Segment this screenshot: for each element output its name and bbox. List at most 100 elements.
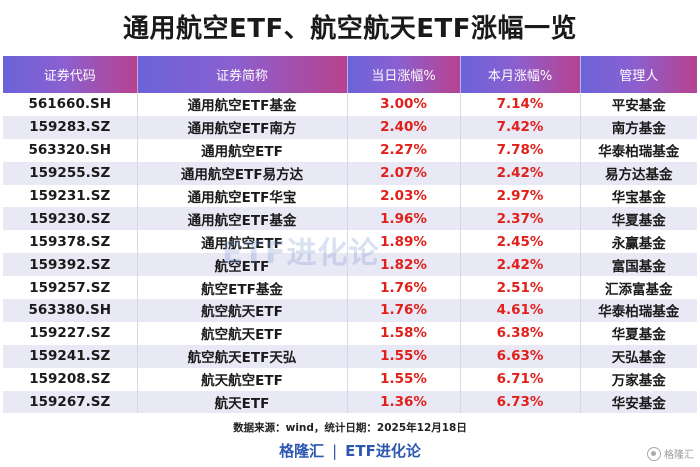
table-row: 563380.SH 航空航天ETF 1.76% 4.61% 华泰柏瑞基金 (3, 299, 697, 322)
table-row: 561660.SH 通用航空ETF基金 3.00% 7.14% 平安基金 (3, 93, 697, 116)
table-row: 159255.SZ 通用航空ETF易方达 2.07% 2.42% 易方达基金 (3, 161, 697, 185)
cell-security-name: 通用航空ETF南方 (137, 115, 348, 139)
cell-manager: 华泰柏瑞基金 (580, 299, 697, 322)
cell-security-code: 159227.SZ (3, 321, 138, 345)
cell-manager: 华夏基金 (580, 207, 697, 231)
cell-monthly-change: 2.45% (460, 230, 581, 254)
cell-security-code: 563320.SH (3, 138, 138, 162)
logo-icon (647, 446, 661, 461)
cell-daily-change: 1.76% (347, 276, 461, 300)
cell-monthly-change: 6.63% (460, 344, 581, 368)
table-row: 159227.SZ 航空航天ETF 1.58% 6.38% 华夏基金 (3, 321, 697, 345)
cell-monthly-change: 6.71% (460, 367, 581, 391)
cell-monthly-change: 7.14% (460, 93, 581, 116)
cell-monthly-change: 2.37% (460, 207, 581, 231)
cell-security-code: 159208.SZ (3, 367, 138, 391)
brand-column-name: ETF进化论 (345, 442, 421, 460)
cell-monthly-change: 6.38% (460, 321, 581, 345)
cell-daily-change: 1.55% (347, 344, 461, 368)
cell-security-name: 通用航空ETF基金 (137, 93, 348, 116)
cell-security-name: 通用航空ETF华宝 (137, 184, 348, 208)
etf-performance-table: 证券代码 证券简称 当日涨幅% 本月涨幅% 管理人 561660.SH 通用航空E… (3, 56, 697, 414)
brand-footer: 格隆汇 | ETF进化论 (0, 440, 700, 461)
table-row: 159257.SZ 航空ETF基金 1.76% 2.51% 汇添富基金 (3, 276, 697, 300)
table-row: 159378.SZ 通用航空ETF 1.89% 2.45% 永赢基金 (3, 230, 697, 254)
cell-monthly-change: 2.97% (460, 184, 581, 208)
brand-separator: | (332, 442, 338, 460)
cell-security-name: 通用航空ETF (137, 138, 348, 162)
cell-security-name: 通用航空ETF基金 (137, 207, 348, 231)
table-row: 159208.SZ 航天航空ETF 1.55% 6.71% 万家基金 (3, 367, 697, 391)
cell-daily-change: 1.96% (347, 207, 461, 231)
cell-security-name: 航空航天ETF (137, 299, 348, 322)
cell-daily-change: 1.76% (347, 299, 461, 322)
cell-security-code: 159241.SZ (3, 344, 138, 368)
cell-manager: 华安基金 (580, 390, 697, 414)
cell-daily-change: 2.07% (347, 161, 461, 185)
cell-security-name: 航空航天ETF天弘 (137, 344, 348, 368)
header-monthly-change: 本月涨幅% (460, 56, 581, 93)
cell-daily-change: 1.58% (347, 321, 461, 345)
cell-security-name: 航天航空ETF (137, 367, 348, 391)
table-row: 159283.SZ 通用航空ETF南方 2.40% 7.42% 南方基金 (3, 115, 697, 139)
cell-monthly-change: 4.61% (460, 299, 581, 322)
cell-monthly-change: 2.42% (460, 253, 581, 277)
header-manager: 管理人 (580, 56, 697, 93)
cell-security-code: 561660.SH (3, 93, 138, 116)
cell-daily-change: 1.89% (347, 230, 461, 254)
table-row: 159267.SZ 航天ETF 1.36% 6.73% 华安基金 (3, 390, 697, 414)
cell-manager: 万家基金 (611, 373, 666, 390)
cell-monthly-change: 2.51% (460, 276, 581, 300)
cell-manager: 永赢基金 (611, 235, 666, 252)
table-row: 159231.SZ 通用航空ETF华宝 2.03% 2.97% 华宝基金 (3, 184, 697, 208)
cell-manager: 富国基金 (580, 253, 697, 277)
cell-daily-change: 2.03% (347, 184, 461, 208)
table-row: 159230.SZ 通用航空ETF基金 1.96% 2.37% 华夏基金 (3, 207, 697, 231)
cell-security-name: 航空ETF (137, 253, 348, 277)
cell-security-code: 159392.SZ (3, 253, 138, 277)
cell-daily-change: 2.40% (347, 115, 461, 139)
cell-security-code: 159230.SZ (3, 207, 138, 231)
cell-daily-change: 1.36% (347, 390, 461, 414)
table-row: 159241.SZ 航空航天ETF天弘 1.55% 6.63% 天弘基金 (3, 344, 697, 368)
cell-security-code: 563380.SH (3, 299, 138, 322)
cell-security-code: 159267.SZ (3, 390, 138, 414)
cell-manager: 汇添富基金 (605, 281, 673, 298)
header-security-code: 证券代码 (3, 56, 138, 93)
cell-manager: 华宝基金 (611, 190, 666, 206)
corner-logo: 格隆汇 (647, 446, 694, 461)
brand-name: 格隆汇 (279, 442, 325, 460)
table-header-row: 证券代码 证券简称 当日涨幅% 本月涨幅% 管理人 (3, 56, 697, 93)
cell-security-name: 航空ETF基金 (137, 276, 348, 300)
cell-daily-change: 1.82% (347, 253, 461, 277)
cell-security-name: 通用航空ETF (137, 230, 348, 254)
cell-daily-change: 3.00% (347, 93, 461, 116)
data-source-note: 数据来源：wind，统计日期：2025年12月18日 (233, 422, 467, 434)
cell-monthly-change: 7.78% (460, 138, 581, 162)
cell-monthly-change: 6.73% (460, 390, 581, 414)
cell-manager: 南方基金 (580, 115, 697, 139)
cell-security-name: 航天ETF (137, 390, 348, 414)
cell-daily-change: 2.27% (347, 138, 461, 162)
cell-security-code: 159231.SZ (3, 184, 138, 208)
page-title: 通用航空ETF、航空航天ETF涨幅一览 (122, 14, 577, 44)
table-body: 561660.SH 通用航空ETF基金 3.00% 7.14% 平安基金 159283.S… (3, 93, 697, 414)
cell-manager: 华泰柏瑞基金 (598, 144, 680, 161)
cell-manager: 华夏基金 (611, 327, 666, 344)
logo-text: 格隆汇 (664, 450, 694, 461)
cell-security-code: 159378.SZ (3, 230, 138, 254)
cell-security-code: 159283.SZ (3, 115, 138, 139)
cell-manager: 天弘基金 (580, 344, 697, 368)
table-row: 563320.SH 通用航空ETF 2.27% 7.78% 华泰柏瑞基金 (3, 138, 697, 162)
cell-daily-change: 1.55% (347, 367, 461, 391)
cell-security-name: 通用航空ETF易方达 (137, 161, 348, 185)
cell-manager: 易方达基金 (580, 161, 697, 185)
cell-manager: 平安基金 (611, 98, 666, 115)
cell-security-name: 航空航天ETF (137, 321, 348, 345)
cell-security-code: 159257.SZ (3, 276, 138, 300)
table-row: 159392.SZ 航空ETF 1.82% 2.42% 富国基金 (3, 253, 697, 277)
header-security-name: 证券简称 (137, 56, 348, 93)
header-daily-change: 当日涨幅% (347, 56, 461, 93)
cell-monthly-change: 2.42% (460, 161, 581, 185)
cell-security-code: 159255.SZ (3, 161, 138, 185)
